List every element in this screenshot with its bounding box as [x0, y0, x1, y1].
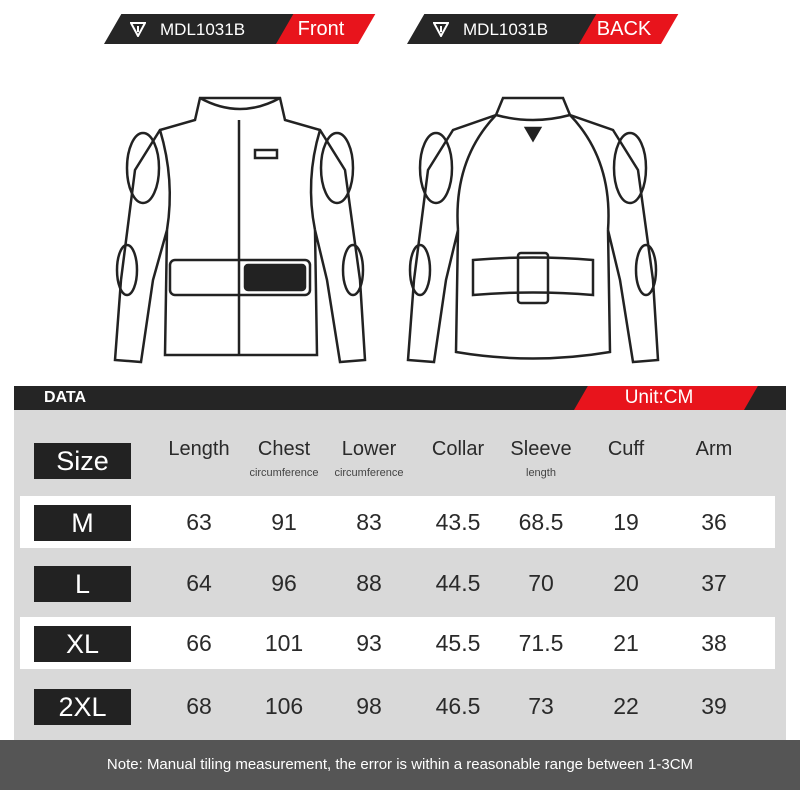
brand-logo-icon — [130, 22, 146, 37]
table-cell: 64 — [186, 570, 212, 596]
table-cell: 44.5 — [435, 570, 481, 596]
data-header-bar: DATA Unit:CM — [14, 386, 786, 410]
column-subheader: circumference — [249, 467, 319, 479]
size-table — [14, 410, 786, 740]
back-tag: MDL1031B BACK — [399, 14, 679, 44]
table-cell: 43.5 — [435, 509, 481, 535]
column-subheader: circumference — [334, 467, 404, 479]
column-header: Arm — [695, 438, 733, 460]
size-label: L — [34, 566, 131, 602]
table-cell: 96 — [271, 570, 297, 596]
table-cell: 68 — [186, 693, 212, 719]
measurement-note: Note: Manual tiling measurement, the err… — [0, 740, 800, 790]
table-cell: 37 — [701, 570, 727, 596]
column-header: Collar — [431, 438, 485, 460]
table-cell: 38 — [701, 630, 727, 656]
model-label: MDL1031B — [463, 20, 549, 39]
table-row — [20, 496, 775, 548]
table-cell: 98 — [356, 693, 382, 719]
brand-logo-icon — [433, 22, 449, 37]
size-label: 2XL — [34, 689, 131, 725]
table-cell: 68.5 — [518, 509, 564, 535]
column-header: Sleeve — [510, 438, 572, 460]
view-label: Front — [297, 18, 345, 40]
table-cell: 22 — [613, 693, 639, 719]
view-label: BACK — [596, 18, 652, 40]
column-subheader: length — [526, 467, 556, 479]
column-header: Cuff — [607, 438, 645, 460]
table-cell: 45.5 — [435, 630, 481, 656]
table-cell: 19 — [613, 509, 639, 535]
table-cell: 88 — [356, 570, 382, 596]
front-tag: MDL1031B Front — [96, 14, 376, 44]
table-cell: 70 — [528, 570, 554, 596]
table-cell: 63 — [186, 509, 212, 535]
jacket-front-illustration — [113, 96, 367, 364]
table-row — [20, 617, 775, 669]
model-label: MDL1031B — [160, 20, 246, 39]
size-label: M — [34, 505, 131, 541]
table-cell: 91 — [271, 509, 297, 535]
table-cell: 66 — [186, 630, 212, 656]
table-cell: 93 — [356, 630, 382, 656]
column-header: Chest — [257, 438, 311, 460]
column-header: Lower — [341, 438, 397, 460]
table-cell: 20 — [613, 570, 639, 596]
unit-label: Unit:CM — [624, 387, 694, 408]
jacket-back-illustration — [406, 96, 660, 364]
table-cell: 83 — [356, 509, 382, 535]
table-cell: 21 — [613, 630, 639, 656]
data-title: DATA — [44, 389, 87, 406]
table-cell: 106 — [264, 693, 304, 719]
table-cell: 73 — [528, 693, 554, 719]
column-header: Length — [168, 438, 230, 460]
table-cell: 39 — [701, 693, 727, 719]
table-cell: 71.5 — [518, 630, 564, 656]
table-cell: 101 — [264, 630, 304, 656]
table-cell: 36 — [701, 509, 727, 535]
size-header: Size — [34, 443, 131, 479]
size-label: XL — [34, 626, 131, 662]
table-cell: 46.5 — [435, 693, 481, 719]
